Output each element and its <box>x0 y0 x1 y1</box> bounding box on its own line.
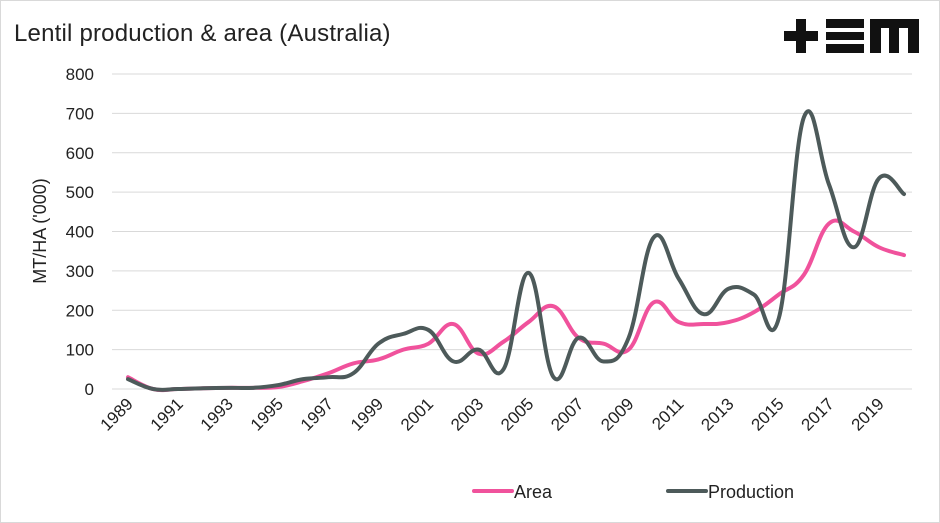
y-tick-labels: 0 100 200 300 400 500 600 700 800 <box>66 65 94 399</box>
x-tick-label: 2015 <box>747 394 787 434</box>
y-axis-label: MT/HA ('000) <box>30 178 50 283</box>
x-tick-label: 2013 <box>697 394 737 434</box>
y-tick-label: 600 <box>66 144 94 163</box>
chart-title: Lentil production & area (Australia) <box>14 20 391 47</box>
x-tick-label: 1995 <box>247 394 287 434</box>
y-tick-label: 200 <box>66 301 94 320</box>
x-tick-label: 2001 <box>397 394 437 434</box>
x-tick-label: 2011 <box>648 394 687 433</box>
y-tick-label: 400 <box>66 223 94 242</box>
tem-logo <box>784 19 919 53</box>
x-tick-label: 1999 <box>347 394 387 434</box>
y-tick-label: 500 <box>66 183 94 202</box>
x-tick-labels: 1989 1991 1993 1995 1997 1999 2001 2003 2005 2007… <box>97 394 888 434</box>
x-tick-label: 2003 <box>447 394 487 434</box>
x-tick-label: 2005 <box>497 394 537 434</box>
series-lines <box>126 109 906 393</box>
y-tick-label: 100 <box>66 341 94 360</box>
x-tick-label: 1989 <box>97 394 137 434</box>
y-tick-label: 0 <box>85 380 94 399</box>
y-tick-label: 700 <box>66 104 94 123</box>
legend-label-area: Area <box>514 482 553 502</box>
x-tick-label: 2017 <box>798 394 838 434</box>
y-tick-label: 300 <box>66 262 94 281</box>
y-tick-label: 800 <box>66 65 94 84</box>
x-tick-label: 2009 <box>597 394 637 434</box>
legend-label-production: Production <box>708 482 794 502</box>
x-tick-label: 1991 <box>147 394 187 434</box>
x-tick-label: 1997 <box>297 394 337 434</box>
x-tick-label: 2019 <box>848 394 888 434</box>
x-tick-label: 2007 <box>547 394 587 434</box>
x-tick-label: 1993 <box>197 394 237 434</box>
series-line-production <box>126 109 906 392</box>
legend: Area Production <box>472 482 794 502</box>
